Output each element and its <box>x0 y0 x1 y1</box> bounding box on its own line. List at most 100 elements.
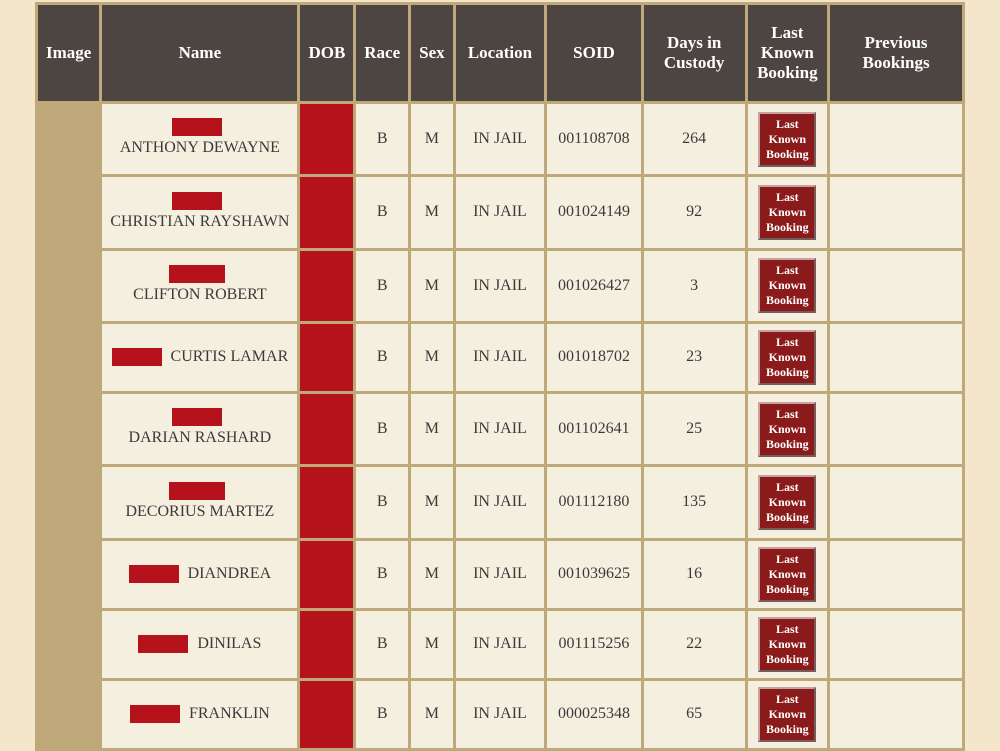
days-cell: 92 <box>644 177 745 247</box>
last-known-booking-button[interactable]: LastKnownBooking <box>758 185 816 240</box>
days-cell: 65 <box>644 681 745 748</box>
table-row: DARIAN RASHARDBMIN JAIL00110264125LastKn… <box>38 394 962 464</box>
table-body: ANTHONY DEWAYNEBMIN JAIL001108708264Last… <box>38 104 962 748</box>
table-row: CHRISTIAN RAYSHAWNBMIN JAIL00102414992La… <box>38 177 962 247</box>
redacted-block <box>169 482 225 500</box>
sex-cell: M <box>411 104 453 174</box>
image-cell <box>38 324 99 391</box>
location-cell: IN JAIL <box>456 467 545 537</box>
previous-bookings-cell <box>830 541 962 608</box>
header-prev[interactable]: Previous Bookings <box>830 5 962 101</box>
lkb-cell: LastKnownBooking <box>748 611 827 678</box>
inmate-name: DIANDREA <box>188 562 272 586</box>
dob-cell <box>300 681 353 748</box>
redacted-block <box>138 635 188 653</box>
last-known-booking-button[interactable]: LastKnownBooking <box>758 258 816 313</box>
header-image[interactable]: Image <box>38 5 99 101</box>
table-row: CLIFTON ROBERTBMIN JAIL0010264273LastKno… <box>38 251 962 321</box>
header-name[interactable]: Name <box>102 5 297 101</box>
previous-bookings-cell <box>830 177 962 247</box>
name-cell: CHRISTIAN RAYSHAWN <box>102 177 297 247</box>
table-row: FRANKLINBMIN JAIL00002534865LastKnownBoo… <box>38 681 962 748</box>
soid-cell: 001018702 <box>547 324 640 391</box>
race-cell: B <box>356 541 408 608</box>
image-cell <box>38 467 99 537</box>
header-dob[interactable]: DOB <box>300 5 353 101</box>
race-cell: B <box>356 467 408 537</box>
last-known-booking-button[interactable]: LastKnownBooking <box>758 402 816 457</box>
sex-cell: M <box>411 394 453 464</box>
header-sex[interactable]: Sex <box>411 5 453 101</box>
previous-bookings-cell <box>830 467 962 537</box>
location-cell: IN JAIL <box>456 611 545 678</box>
name-cell: CLIFTON ROBERT <box>102 251 297 321</box>
redacted-block <box>112 348 162 366</box>
inmate-name: FRANKLIN <box>189 702 270 726</box>
header-days[interactable]: Days in Custody <box>644 5 745 101</box>
header-soid[interactable]: SOID <box>547 5 640 101</box>
last-known-booking-button[interactable]: LastKnownBooking <box>758 330 816 385</box>
last-known-booking-button[interactable]: LastKnownBooking <box>758 475 816 530</box>
previous-bookings-cell <box>830 681 962 748</box>
race-cell: B <box>356 251 408 321</box>
lkb-cell: LastKnownBooking <box>748 467 827 537</box>
redacted-block <box>169 265 225 283</box>
redacted-block <box>172 118 222 136</box>
sex-cell: M <box>411 681 453 748</box>
inmate-name: DINILAS <box>197 632 261 656</box>
redacted-block <box>172 192 222 210</box>
image-cell <box>38 177 99 247</box>
last-known-booking-button[interactable]: LastKnownBooking <box>758 112 816 167</box>
last-known-booking-button[interactable]: LastKnownBooking <box>758 687 816 742</box>
previous-bookings-cell <box>830 104 962 174</box>
lkb-cell: LastKnownBooking <box>748 177 827 247</box>
race-cell: B <box>356 324 408 391</box>
days-cell: 3 <box>644 251 745 321</box>
race-cell: B <box>356 611 408 678</box>
race-cell: B <box>356 104 408 174</box>
image-cell <box>38 251 99 321</box>
previous-bookings-cell <box>830 611 962 678</box>
name-cell: DIANDREA <box>102 541 297 608</box>
sex-cell: M <box>411 324 453 391</box>
soid-cell: 001024149 <box>547 177 640 247</box>
table-row: DECORIUS MARTEZBMIN JAIL001112180135Last… <box>38 467 962 537</box>
header-location[interactable]: Location <box>456 5 545 101</box>
dob-cell <box>300 177 353 247</box>
last-known-booking-button[interactable]: LastKnownBooking <box>758 547 816 602</box>
dob-cell <box>300 251 353 321</box>
race-cell: B <box>356 177 408 247</box>
location-cell: IN JAIL <box>456 541 545 608</box>
location-cell: IN JAIL <box>456 324 545 391</box>
table-container: Image Name DOB Race Sex Location SOID Da… <box>0 0 1000 751</box>
previous-bookings-cell <box>830 251 962 321</box>
sex-cell: M <box>411 541 453 608</box>
inmate-name: CURTIS LAMAR <box>171 345 289 369</box>
image-cell <box>38 104 99 174</box>
name-cell: DINILAS <box>102 611 297 678</box>
lkb-cell: LastKnownBooking <box>748 324 827 391</box>
table-row: DIANDREA BMIN JAIL00103962516LastKnownBoo… <box>38 541 962 608</box>
soid-cell: 001108708 <box>547 104 640 174</box>
dob-cell <box>300 324 353 391</box>
soid-cell: 000025348 <box>547 681 640 748</box>
image-cell <box>38 681 99 748</box>
race-cell: B <box>356 681 408 748</box>
image-cell <box>38 394 99 464</box>
header-race[interactable]: Race <box>356 5 408 101</box>
name-cell: FRANKLIN <box>102 681 297 748</box>
dob-cell <box>300 541 353 608</box>
header-lkb[interactable]: Last Known Booking <box>748 5 827 101</box>
inmate-name: CHRISTIAN RAYSHAWN <box>110 210 289 234</box>
soid-cell: 001039625 <box>547 541 640 608</box>
image-cell <box>38 611 99 678</box>
days-cell: 25 <box>644 394 745 464</box>
soid-cell: 001112180 <box>547 467 640 537</box>
days-cell: 16 <box>644 541 745 608</box>
redacted-block <box>130 705 180 723</box>
sex-cell: M <box>411 611 453 678</box>
location-cell: IN JAIL <box>456 394 545 464</box>
dob-cell <box>300 394 353 464</box>
days-cell: 23 <box>644 324 745 391</box>
table-row: DINILASBMIN JAIL00111525622LastKnownBook… <box>38 611 962 678</box>
